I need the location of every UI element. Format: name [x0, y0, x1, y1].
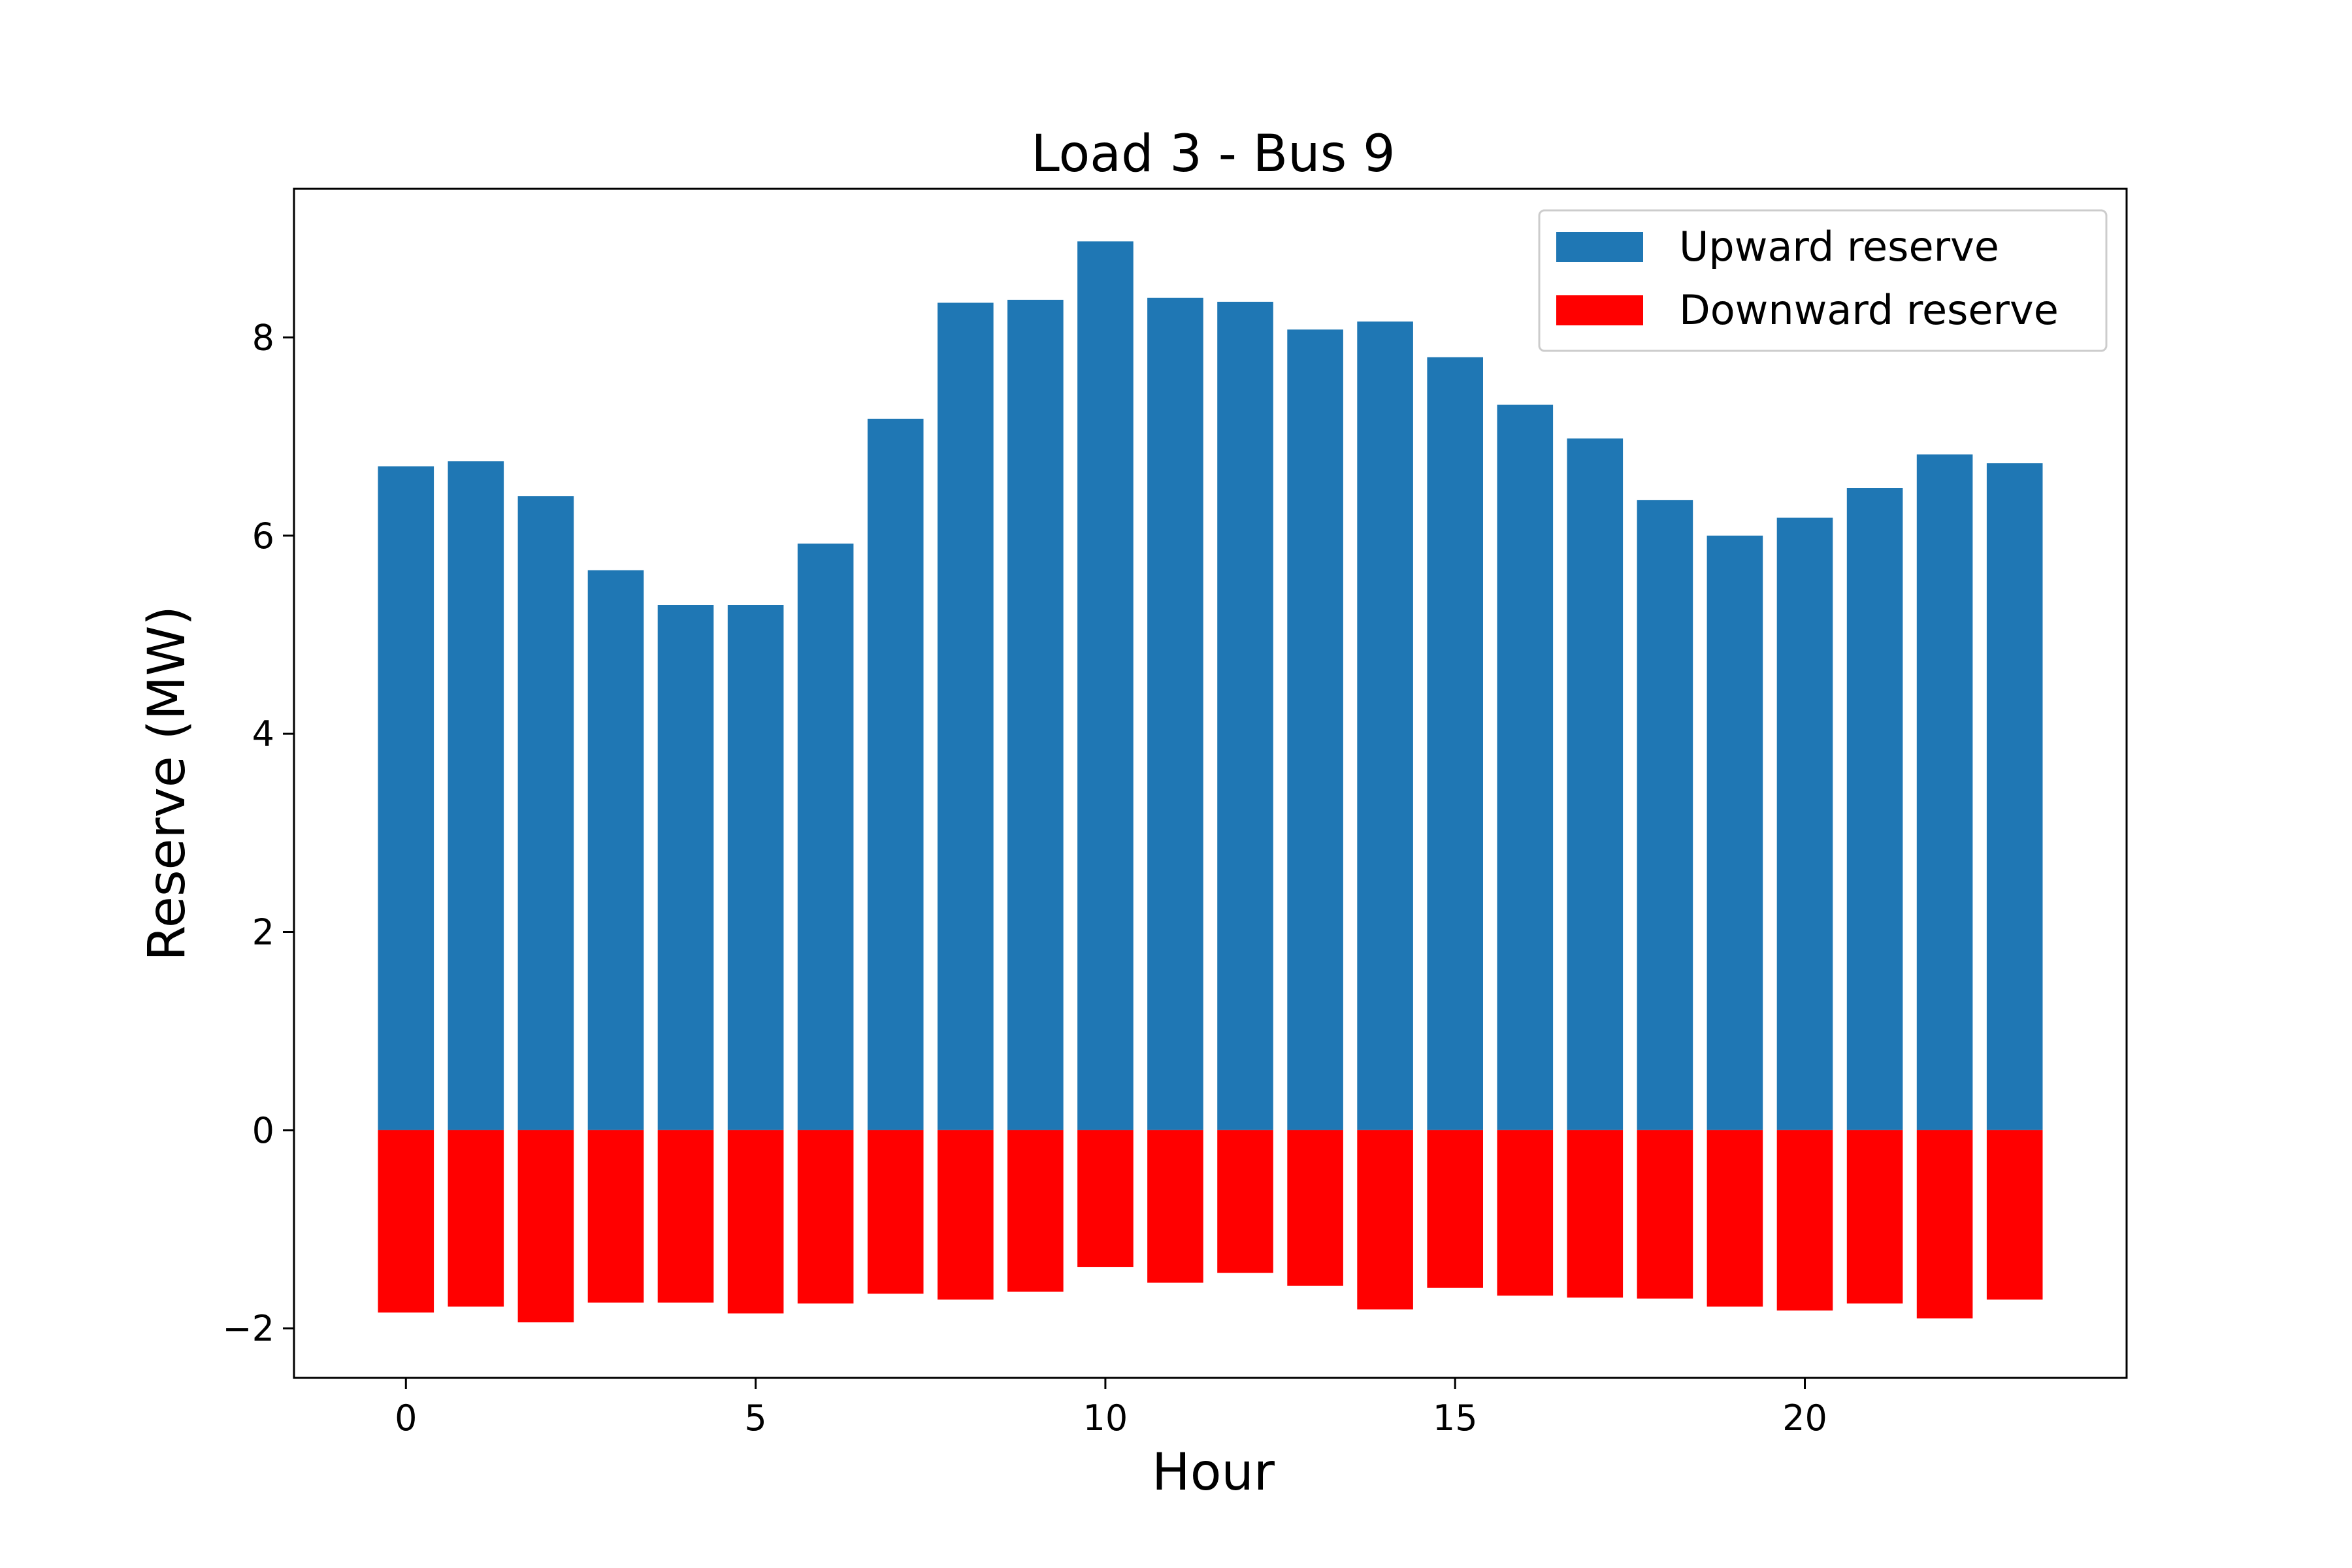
legend-swatch-downward [1556, 295, 1643, 325]
upward-reserve-bar-hour-22 [1916, 454, 1973, 1130]
plot-frame [293, 188, 2128, 1379]
y-tick-label: 6 [252, 515, 274, 557]
legend-box [1538, 209, 2108, 352]
downward-reserve-bar-hour-4 [657, 1130, 714, 1303]
upward-reserve-bar-hour-8 [938, 302, 994, 1130]
x-tick-label: 10 [1083, 1397, 1128, 1439]
downward-reserve-bar-hour-8 [938, 1130, 994, 1300]
upward-reserve-bar-hour-7 [867, 418, 924, 1130]
upward-reserve-bar-hour-2 [517, 496, 574, 1130]
x-tick-label: 0 [395, 1397, 417, 1439]
y-tick-label: −2 [222, 1308, 274, 1349]
upward-reserve-bar-hour-9 [1007, 299, 1064, 1130]
downward-reserve-bar-hour-2 [517, 1130, 574, 1322]
upward-reserve-bar-hour-4 [657, 605, 714, 1130]
y-tick-label: 8 [252, 318, 274, 359]
legend: Upward reserve Downward reserve [1538, 209, 2108, 352]
upward-reserve-bar-hour-15 [1427, 357, 1483, 1130]
upward-reserve-bar-hour-5 [727, 605, 784, 1130]
downward-reserve-bar-hour-6 [797, 1130, 854, 1304]
chart-title: Load 3 - Bus 9 [1031, 125, 1395, 184]
downward-reserve-bar-hour-0 [378, 1130, 434, 1313]
downward-reserve-bar-hour-17 [1567, 1130, 1624, 1298]
downward-reserve-bar-hour-14 [1357, 1130, 1413, 1310]
x-tick-label: 20 [1782, 1397, 1827, 1439]
x-axis-title: Hour [1152, 1443, 1275, 1502]
upward-reserve-bar-hour-1 [448, 461, 504, 1130]
upward-reserve-bar-hour-3 [587, 570, 644, 1130]
downward-reserve-bar-hour-19 [1707, 1130, 1763, 1307]
downward-reserve-bar-hour-20 [1776, 1130, 1833, 1311]
upward-reserve-bar-hour-19 [1707, 535, 1763, 1130]
y-axis-title: Reserve (MW) [138, 606, 197, 961]
y-axis: −2 0 2 4 6 8 [222, 318, 294, 1349]
downward-reserve-bar-hour-1 [448, 1130, 504, 1307]
upward-reserve-bar-hour-17 [1567, 438, 1624, 1130]
upward-reserve-bar-hour-0 [378, 466, 434, 1130]
x-axis: 0 5 10 15 20 [395, 1378, 1827, 1439]
upward-reserve-bar-hour-18 [1637, 500, 1693, 1130]
upward-reserve-bar-hour-6 [797, 544, 854, 1130]
downward-reserve-bar-hour-22 [1916, 1130, 1973, 1318]
downward-reserve-bar-hour-9 [1007, 1130, 1064, 1292]
legend-label-downward: Downward reserve [1679, 286, 2059, 334]
downward-reserve-bar-hour-5 [727, 1130, 784, 1314]
upward-reserve-bar-hour-16 [1497, 404, 1554, 1130]
downward-reserve-bar-hour-11 [1147, 1130, 1203, 1283]
downward-reserve-bar-hour-10 [1077, 1130, 1134, 1267]
downward-reserve-bar-hour-13 [1287, 1130, 1343, 1286]
downward-reserve-bar-hour-3 [587, 1130, 644, 1303]
downward-reserve-bar-hour-7 [867, 1130, 924, 1294]
upward-reserve-bar-hour-10 [1077, 241, 1134, 1130]
downward-reserve-bar-hour-18 [1637, 1130, 1693, 1299]
upward-reserve-bar-hour-23 [1986, 463, 2043, 1130]
upward-reserve-bar-hour-14 [1357, 321, 1413, 1130]
y-tick-label: 0 [252, 1110, 274, 1151]
upward-reserve-bar-hour-20 [1776, 517, 1833, 1130]
upward-reserve-bar-hour-12 [1217, 301, 1273, 1130]
x-tick-label: 5 [744, 1397, 766, 1439]
x-tick-label: 15 [1433, 1397, 1478, 1439]
downward-reserve-bar-hour-21 [1846, 1130, 1903, 1304]
bars-group [378, 241, 2043, 1322]
downward-reserve-bar-hour-15 [1427, 1130, 1483, 1288]
downward-reserve-bar-hour-16 [1497, 1130, 1554, 1296]
upward-reserve-bar-hour-13 [1287, 329, 1343, 1130]
upward-reserve-bar-hour-21 [1846, 488, 1903, 1130]
y-tick-label: 2 [252, 912, 274, 953]
legend-swatch-upward [1556, 232, 1643, 262]
downward-reserve-bar-hour-12 [1217, 1130, 1273, 1273]
upward-reserve-bar-hour-11 [1147, 297, 1203, 1130]
downward-reserve-bar-hour-23 [1986, 1130, 2043, 1300]
y-tick-label: 4 [252, 713, 274, 755]
legend-label-upward: Upward reserve [1679, 223, 1999, 270]
